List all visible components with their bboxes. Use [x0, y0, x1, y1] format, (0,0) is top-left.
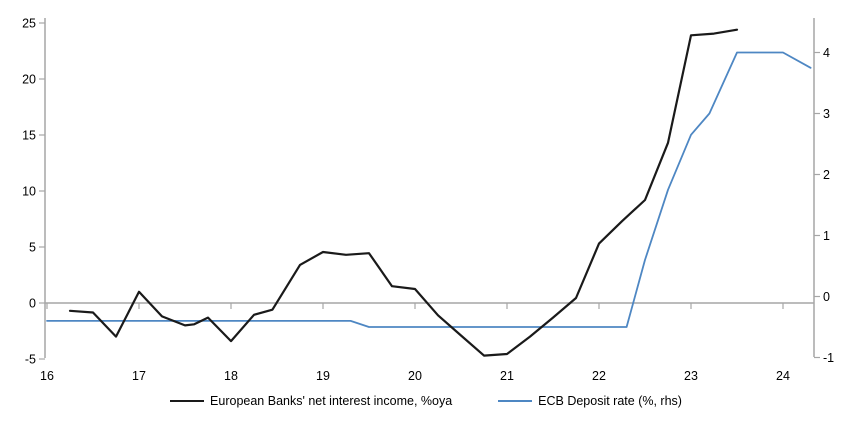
legend-label-nii: European Banks' net interest income, %oy…: [210, 394, 453, 408]
series-line-ecb-deposit-rate: [46, 51, 812, 328]
ecb-line-sample: [498, 400, 533, 402]
x-axis-tick-label: 16: [40, 369, 54, 383]
x-axis-tick-label: 20: [408, 369, 422, 383]
y-axis-right-tick-label: 0: [823, 290, 830, 304]
y-axis-left-tick-label: 25: [22, 17, 36, 31]
legend: European Banks' net interest income, %oy…: [0, 394, 852, 408]
y-axis-left-tick-label: 20: [22, 73, 36, 87]
legend-item-ecb: ECB Deposit rate (%, rhs): [498, 394, 682, 408]
y-axis-right-tick-label: 4: [823, 46, 830, 60]
x-axis-tick-label: 21: [500, 369, 514, 383]
x-axis-tick-label: 22: [592, 369, 606, 383]
nii-line-sample: [170, 400, 205, 402]
x-axis-tick-label: 18: [224, 369, 238, 383]
series-line-net-interest-income: [68, 28, 739, 357]
legend-item-nii: European Banks' net interest income, %oy…: [170, 394, 452, 408]
legend-label-ecb: ECB Deposit rate (%, rhs): [538, 394, 682, 408]
y-axis-left-tick-label: 5: [29, 241, 36, 255]
y-axis-right-tick-label: -1: [823, 351, 834, 365]
y-axis-left-tick-label: 10: [22, 185, 36, 199]
y-axis-right-tick-label: 3: [823, 107, 830, 121]
y-axis-left-tick-label: 0: [29, 297, 36, 311]
y-axis-left-tick-label: -5: [25, 353, 36, 367]
x-axis-tick-label: 23: [684, 369, 698, 383]
x-axis-tick-label: 17: [132, 369, 146, 383]
x-axis-tick-label: 19: [316, 369, 330, 383]
y-axis-left-tick-label: 15: [22, 129, 36, 143]
y-axis-right-tick-label: 2: [823, 168, 830, 182]
x-axis-tick-label: 24: [776, 369, 790, 383]
y-axis-right-tick-label: 1: [823, 229, 830, 243]
